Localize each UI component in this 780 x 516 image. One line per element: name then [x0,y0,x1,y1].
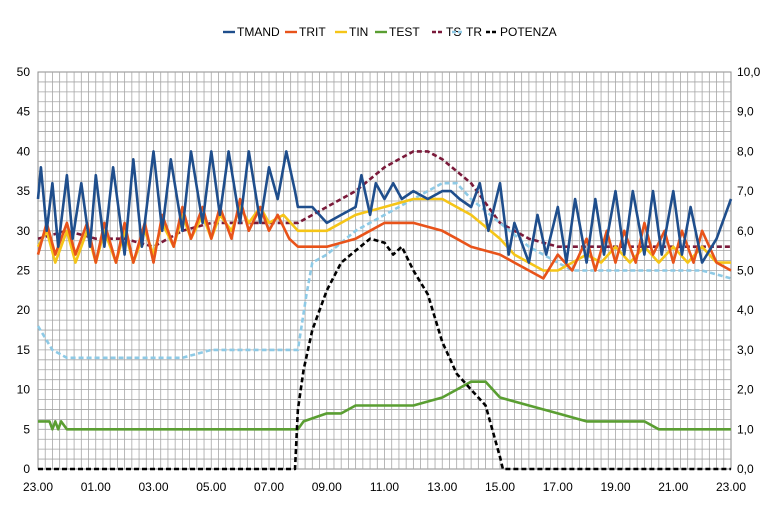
y-left-tick-label: 40 [17,144,31,158]
y-left-tick-label: 20 [17,303,31,317]
y-right-tick-label: 2,0 [737,383,754,397]
legend-label-trit: TRIT [299,25,326,39]
y-right-tick-label: 10,0 [737,65,761,79]
x-tick-label: 01.00 [81,480,111,494]
legend-label-tmand: TMAND [237,25,280,39]
y-right-tick-label: 7,0 [737,184,754,198]
y-left-tick-label: 50 [17,65,31,79]
y-right-tick-label: 8,0 [737,144,754,158]
y-left-tick-label: 35 [17,184,31,198]
x-tick-label: 15.00 [485,480,515,494]
y-left-tick-label: 10 [17,383,31,397]
series-line-tr [36,181,732,360]
y-right-tick-label: 3,0 [737,343,754,357]
legend-label-test: TEST [389,25,420,39]
x-tick-label: 03.00 [138,480,168,494]
x-tick-label: 11.00 [370,480,399,494]
y-left-tick-label: 0 [23,462,30,476]
y-right-tick-label: 6,0 [737,224,754,238]
series-line-test [38,380,731,431]
x-tick-label: 17.00 [543,480,573,494]
x-tick-label: 19.00 [600,480,630,494]
x-tick-label: 07.00 [254,480,284,494]
legend-label-potenza: POTENZA [500,25,557,39]
series-layer [36,150,733,471]
legend-label-tr: TR [466,25,482,39]
legend: TMAND TRIT TIN TEST TS TR POTENZA [223,25,557,39]
y-right-tick-label: 1,0 [737,422,754,436]
y-left-tick-label: 25 [17,264,31,278]
series-line-potenza [38,237,731,471]
y-left-tick-label: 5 [23,422,30,436]
x-tick-label: 23.00 [716,480,746,494]
x-tick-label: 23.00 [23,480,53,494]
y-right-tick-label: 4,0 [737,303,754,317]
x-tick-label: 09.00 [312,480,342,494]
y-left-tick-label: 45 [17,105,31,119]
x-tick-label: 05.00 [196,480,226,494]
x-tick-label: 21.00 [658,480,688,494]
series-line-tmand [36,150,733,264]
legend-label-tin: TIN [349,25,368,39]
y-right-tick-label: 9,0 [737,105,754,119]
axes: 0 5 10 15 20 25 30 35 40 45 50 0,0 1,0 2,0 3,0 4,0 5,0 6,… [17,65,761,494]
x-tick-label: 13.00 [427,480,457,494]
y-left-tick-label: 30 [17,224,31,238]
y-right-tick-label: 5,0 [737,264,754,278]
y-left-tick-label: 15 [17,343,31,357]
y-right-tick-label: 0,0 [737,462,754,476]
